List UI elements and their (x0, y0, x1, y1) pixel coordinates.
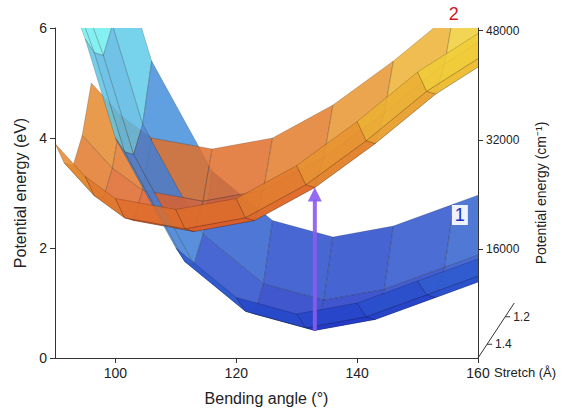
svg-text:Stretch (Å): Stretch (Å) (494, 365, 556, 380)
svg-text:Bending angle (°): Bending angle (°) (205, 390, 329, 407)
svg-text:2: 2 (449, 4, 459, 24)
svg-text:100: 100 (104, 365, 128, 381)
svg-text:160: 160 (466, 365, 490, 381)
svg-text:0: 0 (39, 350, 47, 366)
svg-text:Potential energy (eV): Potential energy (eV) (12, 118, 29, 268)
svg-text:1.2: 1.2 (513, 310, 530, 324)
svg-text:Potential energy (cm⁻¹): Potential energy (cm⁻¹) (533, 122, 549, 265)
svg-text:6: 6 (39, 20, 47, 36)
svg-text:140: 140 (345, 365, 369, 381)
svg-text:1: 1 (455, 205, 465, 225)
svg-text:2: 2 (39, 240, 47, 256)
svg-text:120: 120 (225, 365, 249, 381)
svg-text:32000: 32000 (486, 133, 520, 147)
svg-text:4: 4 (39, 130, 47, 146)
svg-text:48000: 48000 (486, 24, 520, 38)
svg-text:16000: 16000 (486, 242, 520, 256)
svg-text:1.4: 1.4 (495, 337, 512, 351)
